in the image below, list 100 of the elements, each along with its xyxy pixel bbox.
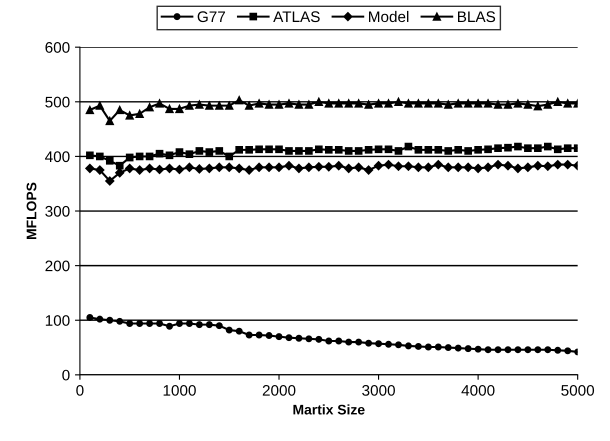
point <box>444 162 453 172</box>
point <box>484 145 492 154</box>
point <box>514 142 522 150</box>
point <box>444 344 452 352</box>
x-tick-label: 2000 <box>262 384 296 396</box>
point <box>85 164 94 174</box>
legend-label: Model <box>369 10 408 22</box>
point <box>424 344 432 350</box>
point <box>524 100 532 109</box>
point <box>324 99 333 108</box>
point <box>185 101 194 110</box>
point <box>494 144 502 152</box>
point <box>276 333 282 340</box>
point <box>105 176 114 186</box>
point <box>365 340 372 347</box>
point <box>315 336 322 343</box>
point <box>305 335 312 342</box>
point <box>464 345 472 352</box>
point <box>324 146 333 154</box>
point <box>106 156 114 165</box>
point <box>295 147 303 155</box>
point <box>264 162 274 172</box>
point <box>394 98 403 106</box>
point <box>524 144 532 152</box>
point <box>334 146 343 154</box>
point <box>136 320 144 327</box>
y-tick-label: 200 <box>45 260 70 272</box>
point <box>126 154 134 162</box>
point <box>126 320 134 327</box>
point <box>504 144 512 152</box>
point <box>274 162 284 172</box>
point <box>493 160 503 170</box>
point <box>484 99 492 108</box>
point <box>225 152 234 160</box>
point <box>156 150 164 158</box>
point <box>294 164 304 174</box>
point <box>454 344 462 352</box>
point <box>86 151 94 160</box>
point <box>374 161 384 170</box>
point <box>464 162 473 172</box>
point <box>474 99 482 108</box>
point <box>554 98 562 106</box>
point <box>314 98 323 106</box>
point <box>374 145 382 154</box>
legend-label: BLAS <box>458 11 496 22</box>
point <box>196 147 204 155</box>
point <box>434 99 442 108</box>
point <box>245 146 253 154</box>
point <box>154 164 164 174</box>
point <box>553 160 562 170</box>
point <box>135 110 144 118</box>
point <box>444 100 452 109</box>
y-axis-title: MFLOPS <box>26 182 36 240</box>
point <box>464 99 472 108</box>
x-tick-label: 5000 <box>561 384 594 396</box>
point <box>285 147 293 155</box>
point <box>474 146 482 154</box>
point <box>96 316 104 323</box>
point <box>384 145 392 154</box>
point <box>324 162 334 172</box>
point <box>284 161 294 170</box>
point <box>513 164 523 174</box>
legend-label: G77 <box>198 11 226 22</box>
point <box>474 346 482 353</box>
point <box>194 164 204 174</box>
point <box>504 100 512 109</box>
point <box>205 101 214 110</box>
point <box>424 162 433 172</box>
point <box>414 99 423 108</box>
x-tick-label: 4000 <box>461 384 495 396</box>
point <box>234 164 244 174</box>
point <box>394 147 402 155</box>
point <box>106 316 114 324</box>
point <box>225 101 234 110</box>
point <box>325 338 332 344</box>
point <box>106 116 114 126</box>
point <box>96 152 104 160</box>
point <box>364 146 372 154</box>
point <box>434 146 442 154</box>
point <box>135 165 144 175</box>
point <box>86 314 94 321</box>
point <box>544 346 552 354</box>
point <box>524 346 532 354</box>
point <box>144 164 154 174</box>
point <box>464 147 472 155</box>
point <box>244 101 254 110</box>
point <box>244 165 254 175</box>
point <box>404 99 413 108</box>
point <box>204 164 214 174</box>
point <box>166 151 174 160</box>
point <box>404 142 412 150</box>
point <box>344 164 354 174</box>
point <box>484 346 492 354</box>
point <box>564 347 572 354</box>
point <box>304 162 314 172</box>
point <box>116 162 124 170</box>
point <box>384 99 393 108</box>
point <box>255 145 263 154</box>
y-tick-label: 500 <box>45 96 70 108</box>
point <box>494 100 502 109</box>
